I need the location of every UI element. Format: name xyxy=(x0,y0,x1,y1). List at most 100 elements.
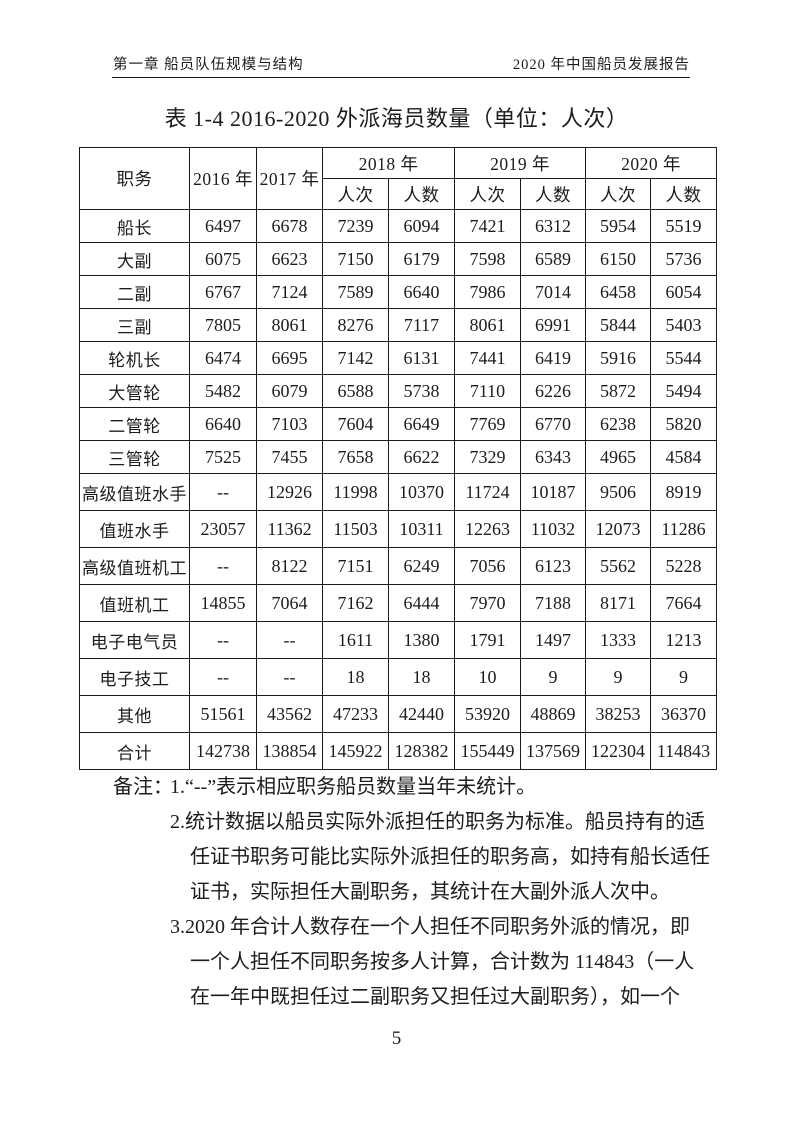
header-row-subcolumns: 人次 人数 人次 人数 人次 人数 xyxy=(80,178,717,210)
col-header-2020: 2020 年 xyxy=(585,147,717,179)
table-row: 合计 142738 138854 145922 128382 155449 137569 12… xyxy=(79,732,717,770)
cell-value: 8276 xyxy=(322,308,389,342)
cell-value: 5494 xyxy=(650,374,717,408)
col-header-2016: 2016 年 xyxy=(189,147,257,210)
cell-value: 9 xyxy=(520,658,586,696)
cell-value: 4584 xyxy=(650,440,717,474)
header-chapter: 第一章 船员队伍规模与结构 xyxy=(113,57,304,73)
header-row-years: 职务 2016 年 2017 年 2018 年 2019 年 2020 年 xyxy=(79,147,717,210)
cell-value: 6054 xyxy=(650,275,717,309)
cell-value: 5544 xyxy=(650,341,717,375)
cell-value: 6588 xyxy=(322,374,389,408)
cell-value: 48869 xyxy=(520,695,586,733)
cell-value: 6678 xyxy=(256,209,323,243)
cell-value: 145922 xyxy=(322,732,389,770)
cell-value: 7151 xyxy=(322,547,389,585)
cell-value: 42440 xyxy=(388,695,455,733)
cell-value: 12263 xyxy=(454,510,521,548)
cell-value: 6640 xyxy=(189,407,257,441)
cell-value: 6767 xyxy=(189,275,257,309)
cell-value: 7239 xyxy=(322,209,389,243)
cell-value: 6075 xyxy=(189,242,257,276)
cell-value: 6458 xyxy=(585,275,651,309)
cell-value: -- xyxy=(256,658,323,696)
cell-value: 7117 xyxy=(388,308,455,342)
seafarer-dispatch-table: 职务 2016 年 2017 年 2018 年 2019 年 2020 年 人次… xyxy=(79,147,717,770)
row-label: 二管轮 xyxy=(79,407,190,441)
note-line: 备注： 1.“--”表示相应职务船员数量当年未统计。 xyxy=(113,770,703,805)
note-line: 证书，实际担任大副职务，其统计在大副外派人次中。 xyxy=(190,881,670,903)
cell-value: 8171 xyxy=(585,584,651,622)
cell-value: 6131 xyxy=(388,341,455,375)
cell-value: 6991 xyxy=(520,308,586,342)
col-header-position: 职务 xyxy=(79,147,190,210)
cell-value: 6474 xyxy=(189,341,257,375)
cell-value: 53920 xyxy=(454,695,521,733)
subcol-2020-person-count: 人数 xyxy=(650,178,717,210)
cell-value: 10311 xyxy=(388,510,455,548)
cell-value: -- xyxy=(189,658,257,696)
cell-value: 11032 xyxy=(520,510,586,548)
cell-value: 122304 xyxy=(585,732,651,770)
row-label: 值班水手 xyxy=(79,510,190,548)
row-label: 大管轮 xyxy=(79,374,190,408)
subcol-2018-person-times: 人次 xyxy=(322,178,389,210)
cell-value: 6419 xyxy=(520,341,586,375)
col-header-2019: 2019 年 xyxy=(454,147,586,179)
cell-value: 6226 xyxy=(520,374,586,408)
cell-value: 7589 xyxy=(322,275,389,309)
page-header: 第一章 船员队伍规模与结构 2020 年中国船员发展报告 xyxy=(113,53,690,74)
cell-value: 6589 xyxy=(520,242,586,276)
table-row: 大副 6075 6623 7150 6179 7598 6589 6150 5736 xyxy=(79,242,717,276)
cell-value: 1497 xyxy=(520,621,586,659)
cell-value: 6695 xyxy=(256,341,323,375)
table-row: 二管轮 6640 7103 7604 6649 7769 6770 6238 5820 xyxy=(79,407,717,441)
cell-value: 4965 xyxy=(585,440,651,474)
header-report-title: 2020 年中国船员发展报告 xyxy=(512,57,690,73)
cell-value: 8919 xyxy=(650,473,717,511)
table-row: 值班机工 14855 7064 7162 6444 7970 7188 8171 7664 xyxy=(79,584,717,622)
cell-value: 38253 xyxy=(585,695,651,733)
note-line: 一个人担任不同职务按多人计算，合计数为 114843（一人 xyxy=(190,951,695,973)
cell-value: 8061 xyxy=(454,308,521,342)
row-label: 三副 xyxy=(79,308,190,342)
cell-value: 8122 xyxy=(256,547,323,585)
cell-value: 10370 xyxy=(388,473,455,511)
cell-value: 11998 xyxy=(322,473,389,511)
cell-value: 12926 xyxy=(256,473,323,511)
cell-value: 18 xyxy=(322,658,389,696)
cell-value: 8061 xyxy=(256,308,323,342)
cell-value: 114843 xyxy=(650,732,717,770)
cell-value: 7329 xyxy=(454,440,521,474)
row-label: 轮机长 xyxy=(79,341,190,375)
cell-value: 5736 xyxy=(650,242,717,276)
cell-value: -- xyxy=(256,621,323,659)
note-line: 在一年中既担任过二副职务又担任过大副职务），如一个 xyxy=(190,986,680,1008)
row-label: 大副 xyxy=(79,242,190,276)
cell-value: 9506 xyxy=(585,473,651,511)
cell-value: 5820 xyxy=(650,407,717,441)
table-row: 高级值班水手 -- 12926 11998 10370 11724 10187 9506 891… xyxy=(79,473,717,511)
cell-value: 7970 xyxy=(454,584,521,622)
cell-value: 7664 xyxy=(650,584,717,622)
cell-value: 6123 xyxy=(520,547,586,585)
table-row: 电子技工 -- -- 18 18 10 9 9 9 xyxy=(79,658,717,696)
cell-value: 7064 xyxy=(256,584,323,622)
col-header-2017: 2017 年 xyxy=(256,147,323,210)
cell-value: 10187 xyxy=(520,473,586,511)
table-row: 大管轮 5482 6079 6588 5738 7110 6226 5872 5494 xyxy=(79,374,717,408)
cell-value: 7769 xyxy=(454,407,521,441)
cell-value: 1213 xyxy=(650,621,717,659)
subcol-2018-person-count: 人数 xyxy=(388,178,455,210)
table-row: 三副 7805 8061 8276 7117 8061 6991 5844 5403 xyxy=(79,308,717,342)
cell-value: 138854 xyxy=(256,732,323,770)
cell-value: 6640 xyxy=(388,275,455,309)
cell-value: 6649 xyxy=(388,407,455,441)
cell-value: 6343 xyxy=(520,440,586,474)
cell-value: 7441 xyxy=(454,341,521,375)
cell-value: 7525 xyxy=(189,440,257,474)
cell-value: 5519 xyxy=(650,209,717,243)
cell-value: 5228 xyxy=(650,547,717,585)
cell-value: 11286 xyxy=(650,510,717,548)
